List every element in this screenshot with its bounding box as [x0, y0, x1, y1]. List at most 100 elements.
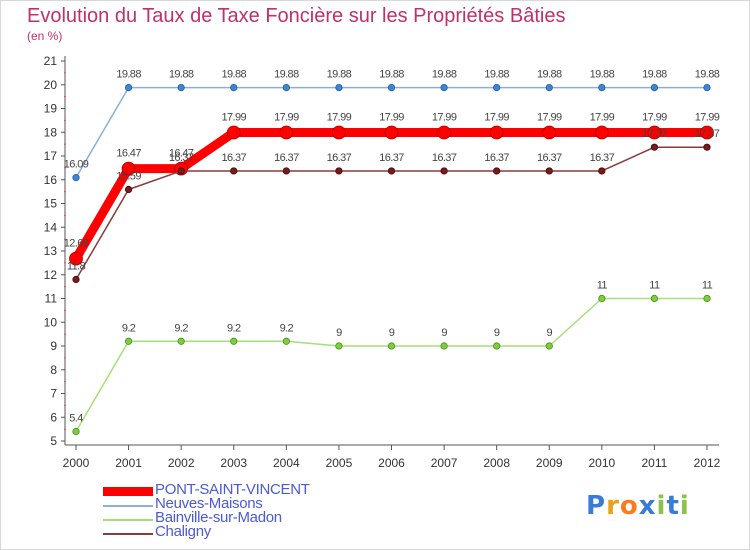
data-point	[703, 143, 711, 151]
logo-letter: t	[666, 491, 680, 521]
data-label: 19.88	[695, 69, 720, 81]
y-minor-tick	[64, 95, 66, 98]
y-tick-label: 21	[44, 54, 58, 68]
data-point	[493, 342, 501, 350]
data-label: 17.99	[327, 111, 352, 123]
data-point	[440, 342, 448, 350]
y-minor-tick	[64, 238, 66, 241]
data-point	[69, 251, 83, 266]
x-tick-label: 2012	[694, 456, 721, 470]
data-label: 19.88	[432, 69, 457, 81]
data-point	[598, 294, 606, 303]
data-point	[545, 84, 553, 92]
data-point	[124, 185, 133, 194]
data-point	[440, 84, 448, 92]
data-point	[230, 84, 238, 92]
y-minor-tick	[64, 428, 66, 431]
data-point	[594, 125, 609, 140]
data-point	[700, 125, 714, 140]
y-minor-tick	[64, 166, 66, 169]
data-label: 9.2	[280, 322, 294, 334]
data-label: 9.2	[122, 322, 136, 334]
data-point	[489, 125, 504, 140]
x-tick-label: 2009	[536, 456, 563, 470]
data-label: 19.88	[327, 69, 352, 81]
data-point	[230, 167, 238, 175]
y-tick-label: 20	[44, 78, 58, 92]
y-minor-tick	[64, 309, 66, 312]
data-point	[542, 125, 557, 140]
data-point	[387, 84, 396, 92]
data-label: 15.59	[116, 170, 141, 182]
y-minor-tick	[64, 119, 66, 122]
data-point	[703, 84, 711, 92]
y-tick-label: 16	[44, 173, 58, 187]
data-point	[124, 337, 133, 345]
x-tick-label: 2008	[483, 456, 510, 470]
data-label: 19.88	[221, 69, 246, 81]
y-tick-label: 5	[50, 434, 57, 448]
legend-swatch	[103, 505, 153, 507]
data-point	[226, 125, 241, 140]
y-minor-tick	[64, 404, 66, 407]
line-chart: 5 6 7 8 9 10 11 12 13 14 15 16 17 18 19 20 21 2000 2001 200…	[44, 54, 721, 470]
data-label: 17.99	[379, 111, 404, 123]
y-minor-tick	[64, 356, 66, 359]
data-point	[72, 275, 80, 284]
legend-swatch	[103, 533, 153, 535]
data-point	[545, 167, 553, 175]
data-point	[177, 84, 185, 92]
data-point	[650, 294, 659, 303]
x-tick-label: 2000	[63, 456, 90, 470]
data-point	[121, 161, 136, 176]
logo-letter: i	[679, 491, 690, 521]
data-label: 19.88	[274, 69, 299, 81]
data-label: 16.09	[64, 159, 89, 171]
data-point	[650, 143, 659, 151]
data-label: 16.37	[169, 152, 194, 164]
data-label: 16.37	[537, 152, 562, 164]
x-tick-label: 2007	[431, 456, 458, 470]
legend-label: PONT-SAINT-VINCENT	[155, 481, 310, 498]
data-point	[72, 174, 80, 182]
logo-letter: r	[606, 491, 620, 521]
data-label: 16.37	[379, 152, 404, 164]
y-tick-label: 12	[44, 268, 58, 282]
data-label: 17.99	[274, 111, 299, 123]
data-point	[72, 427, 80, 436]
x-tick-label: 2006	[378, 456, 405, 470]
data-label: 19.88	[590, 69, 615, 81]
data-label: 16.47	[169, 148, 194, 160]
data-point	[279, 125, 294, 140]
data-label: 9	[546, 327, 552, 339]
series-line-bainville-sur-madon	[75, 297, 707, 432]
data-point	[545, 342, 553, 350]
y-tick-label: 9	[50, 339, 57, 353]
data-point	[387, 167, 396, 175]
y-tick-label: 10	[44, 315, 58, 329]
data-label: 9	[389, 327, 395, 339]
data-label: 16.37	[327, 152, 352, 164]
data-label: 17.99	[537, 111, 562, 123]
data-point	[703, 294, 711, 303]
data-point	[440, 167, 448, 175]
data-point	[332, 125, 346, 140]
data-point	[230, 337, 238, 345]
y-tick-label: 13	[44, 244, 58, 258]
legend-label: Bainville-sur-Madon	[155, 509, 282, 526]
x-tick-label: 2011	[642, 456, 668, 470]
data-label: 17.99	[695, 111, 720, 123]
logo-letter: o	[619, 491, 639, 521]
data-point	[650, 84, 659, 92]
data-point	[493, 167, 501, 175]
data-label: 19.88	[169, 69, 194, 81]
data-label: 17.99	[642, 111, 667, 123]
data-point	[598, 84, 606, 92]
data-label: 16.37	[484, 152, 509, 164]
x-tick-label: 2005	[326, 456, 353, 470]
data-point	[493, 84, 501, 92]
data-label: 5.4	[69, 413, 83, 425]
data-label: 19.88	[116, 69, 141, 81]
chart-title: Evolution du Taux de Taxe Foncière sur l…	[27, 5, 566, 27]
data-label: 17.37	[642, 128, 667, 140]
